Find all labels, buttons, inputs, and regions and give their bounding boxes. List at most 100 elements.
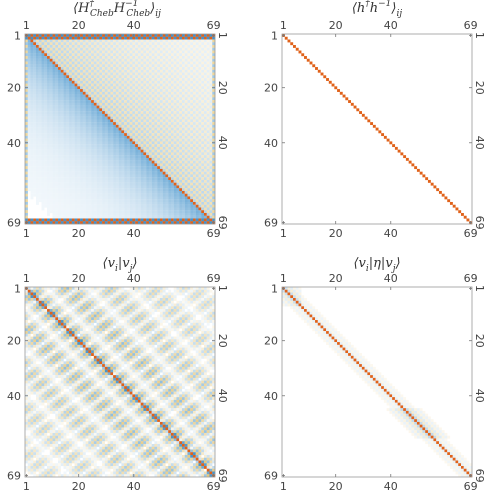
heatmap-cell (135, 152, 139, 156)
heatmap-cell (209, 100, 213, 103)
heatmap-cell (173, 146, 177, 150)
heatmap-cell (49, 100, 53, 103)
heatmap-cell (198, 174, 202, 178)
heatmap-cell (126, 36, 130, 40)
heatmap-cell (143, 199, 147, 203)
heatmap-cell (129, 124, 133, 128)
heatmap-cell (107, 185, 111, 189)
heatmap-cell (58, 182, 61, 186)
heatmap-cell (38, 42, 42, 46)
heatmap-cell (49, 91, 53, 95)
heatmap-cell (159, 185, 163, 189)
heatmap-cell (93, 157, 97, 161)
heatmap-cell (49, 127, 53, 131)
heatmap-cell (168, 127, 172, 131)
heatmap-cell (27, 157, 31, 161)
heatmap-cell (157, 185, 161, 189)
heatmap-cell (195, 100, 199, 103)
heatmap-cell (52, 50, 56, 54)
heatmap-cell (110, 124, 114, 128)
heatmap-cell (82, 171, 86, 175)
heatmap-cell (27, 160, 31, 164)
heatmap-cell (47, 50, 50, 54)
heatmap-cell (38, 130, 42, 134)
heatmap-cell (91, 188, 94, 192)
heatmap-cell (102, 97, 105, 101)
heatmap-cell (88, 91, 92, 95)
heatmap-cell (77, 141, 81, 145)
heatmap-cell (118, 287, 122, 290)
heatmap-cell (184, 289, 188, 293)
heatmap-cell (132, 179, 136, 183)
heatmap-cell (110, 122, 114, 126)
heatmap-cell (195, 53, 199, 57)
heatmap-cell (115, 152, 119, 156)
heatmap-cell (102, 127, 105, 131)
heatmap-cell (27, 135, 31, 139)
heatmap-cell (115, 144, 119, 148)
heatmap-cell (47, 39, 50, 43)
heatmap-cell (66, 141, 70, 145)
heatmap-cell (55, 80, 59, 84)
heatmap-cell (41, 97, 45, 101)
heatmap-cell (206, 146, 210, 150)
heatmap-cell (192, 119, 196, 123)
heatmap-cell (88, 53, 92, 57)
heatmap-cell (27, 149, 31, 153)
heatmap-cell (168, 67, 172, 70)
heatmap-cell (121, 47, 125, 51)
heatmap-cell (36, 53, 39, 57)
heatmap-cell (44, 130, 48, 134)
heatmap-cell (44, 138, 48, 142)
heatmap-cell (159, 45, 163, 48)
heatmap-cell (33, 289, 37, 293)
heatmap-cell (121, 174, 125, 178)
heatmap-cell (176, 138, 180, 142)
heatmap-cell (162, 61, 166, 65)
heatmap-cell (47, 47, 50, 51)
heatmap-cell (118, 188, 122, 192)
heatmap-cell (27, 122, 31, 126)
heatmap-cell (209, 157, 213, 161)
heatmap-cell (74, 146, 78, 150)
heatmap-cell (115, 188, 119, 192)
heatmap-cell (63, 160, 67, 164)
heatmap-cell (71, 124, 75, 128)
heatmap-cell (47, 177, 50, 181)
heatmap-cell (74, 80, 78, 84)
heatmap-cell (66, 171, 70, 175)
heatmap-cell (195, 193, 199, 197)
tick-label-bottom: 40 (384, 227, 398, 240)
heatmap-cell (203, 146, 207, 150)
heatmap-cell (192, 196, 196, 200)
heatmap-cell (201, 47, 205, 51)
heatmap-cell (44, 179, 48, 183)
heatmap-cell (52, 135, 56, 139)
heatmap-cell (184, 141, 188, 145)
heatmap-cell (41, 83, 45, 87)
heatmap-cell (159, 105, 163, 109)
heatmap-cell (137, 138, 141, 142)
heatmap-cell (126, 75, 130, 79)
heatmap-cell (187, 94, 191, 98)
heatmap-cell (129, 155, 133, 159)
heatmap-cell (118, 177, 122, 181)
heatmap-cell (110, 144, 114, 148)
heatmap-cell (159, 80, 163, 84)
heatmap-cell (206, 287, 210, 290)
heatmap-cell (71, 64, 75, 68)
heatmap-cell (99, 188, 103, 192)
heatmap-cell (38, 124, 42, 128)
heatmap-cell (181, 188, 185, 192)
heatmap-cell (104, 138, 108, 142)
heatmap-cell (55, 204, 59, 208)
heatmap-cell (173, 80, 177, 84)
heatmap-cell (212, 80, 216, 84)
heatmap-cell (60, 177, 64, 181)
heatmap-cell (151, 56, 155, 59)
heatmap-cell (36, 160, 39, 164)
heatmap-cell (187, 166, 191, 170)
heatmap-cell (146, 207, 150, 211)
heatmap-cell (58, 80, 61, 84)
heatmap-cell (49, 292, 53, 296)
